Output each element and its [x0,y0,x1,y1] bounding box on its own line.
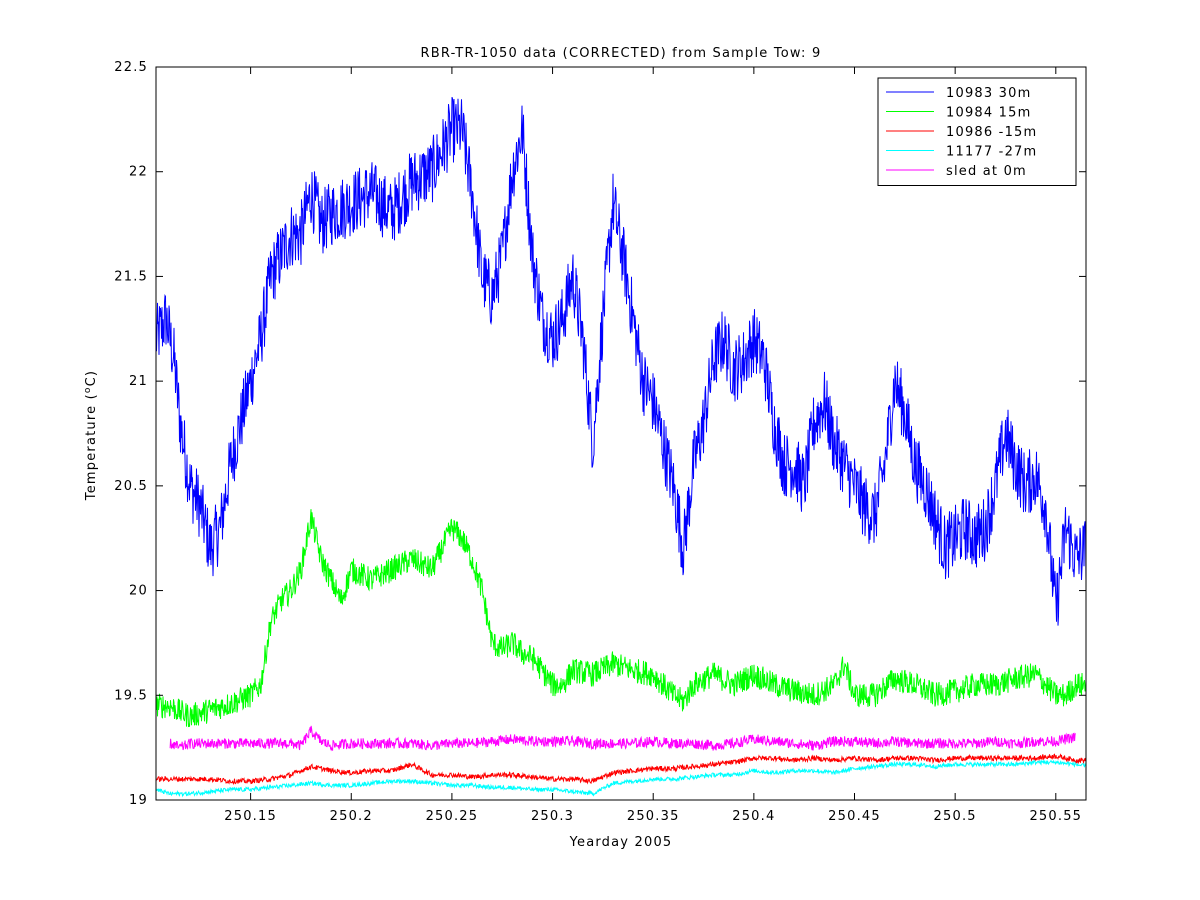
y-tick-label: 21.5 [114,269,148,284]
y-tick-label: 21 [129,374,148,389]
series-line-0 [155,96,1087,626]
x-tick-label: 250.2 [330,809,373,824]
legend: 10983 30m 10984 15m 10986 -15m 11177 -27m sl… [877,77,1077,186]
x-tick-label: 250.4 [732,809,775,824]
y-tick-label: 19 [129,793,148,808]
y-tick-label: 22.5 [114,60,148,75]
series-line-3 [155,759,1086,798]
x-tick-label: 250.3 [531,809,574,824]
x-tick-label: 250.25 [426,809,479,824]
legend-label: sled at 0m [946,164,1027,179]
series-line-2 [155,753,1087,786]
y-axis-label: Temperature (oC) [83,370,99,501]
x-tick-label: 250.15 [224,809,277,824]
y-tick-label: 20.5 [114,479,148,494]
x-tick-label: 250.5 [934,809,977,824]
x-tick-label: 250.55 [1029,809,1082,824]
y-axis-label-degree: o [83,386,93,393]
x-tick-label: 250.45 [828,809,881,824]
y-axis-label-unit: C) [84,370,99,387]
legend-label: 10986 -15m [946,125,1037,140]
y-tick-label: 22 [129,165,148,180]
y-tick-label: 20 [129,584,148,599]
x-axis-label: Yearday 2005 [569,835,673,850]
legend-label: 11177 -27m [946,145,1037,160]
plot-frame [155,66,1087,801]
legend-box [877,77,1077,186]
chart-title: RBR-TR-1050 data (CORRECTED) from Sample… [421,46,822,61]
y-axis-ticks: 19 19.5 20 20.5 21 21.5 22 22.5 [114,60,1086,808]
series-line-1 [155,509,1087,728]
series-line-4 [169,725,1076,752]
legend-label: 10984 15m [946,106,1032,121]
x-tick-label: 250.35 [627,809,680,824]
legend-label: 10983 30m [946,86,1032,101]
x-axis-ticks: 250.15 250.2 250.25 250.3 250.35 250.4 250.45 2… [224,67,1082,824]
y-tick-label: 19.5 [114,688,148,703]
plot-lines [155,96,1087,798]
y-axis-label-main: Temperature ( [84,393,99,501]
